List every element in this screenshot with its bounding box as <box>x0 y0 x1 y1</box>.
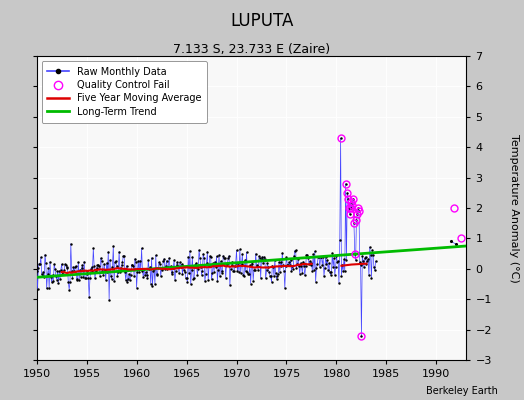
Title: 7.133 S, 23.733 E (Zaire): 7.133 S, 23.733 E (Zaire) <box>173 43 330 56</box>
Y-axis label: Temperature Anomaly (°C): Temperature Anomaly (°C) <box>509 134 519 282</box>
Text: LUPUTA: LUPUTA <box>231 12 293 30</box>
Text: Berkeley Earth: Berkeley Earth <box>426 386 498 396</box>
Legend: Raw Monthly Data, Quality Control Fail, Five Year Moving Average, Long-Term Tren: Raw Monthly Data, Quality Control Fail, … <box>41 61 207 123</box>
